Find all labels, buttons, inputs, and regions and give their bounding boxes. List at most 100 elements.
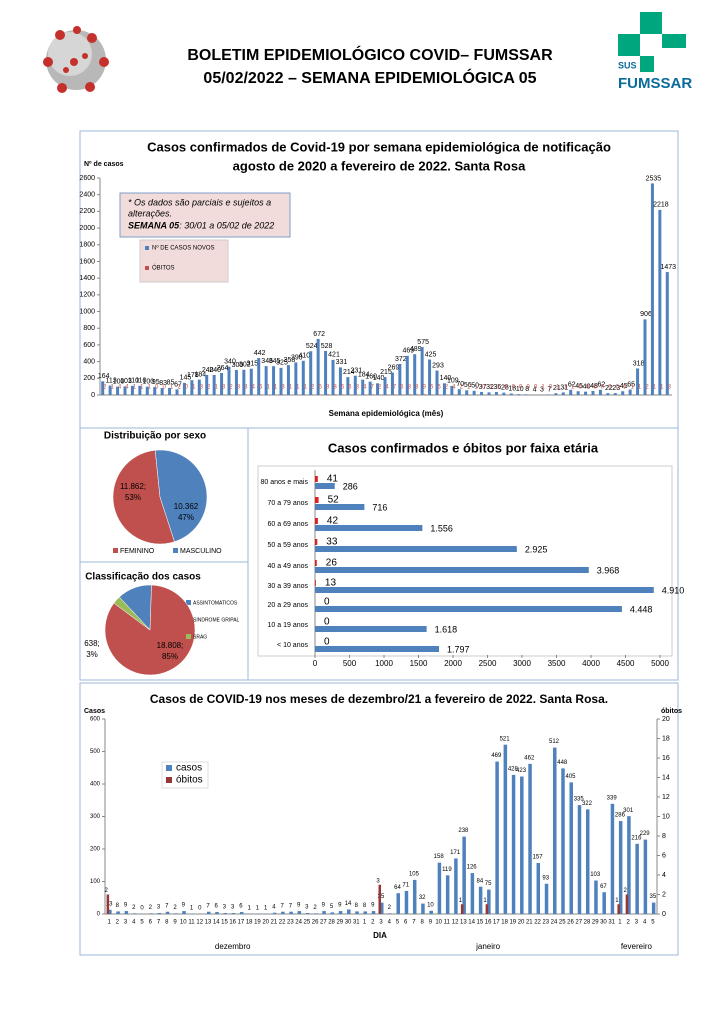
y-tick-label: 200 <box>90 847 101 853</box>
x-tick-label: 24 <box>551 920 558 926</box>
y-tick-label: 1400 <box>79 275 95 282</box>
y2-tick-label: 6 <box>662 852 666 859</box>
bar <box>315 560 317 566</box>
x-tick-label: 6 <box>404 920 408 926</box>
data-label: 2 <box>104 888 108 894</box>
x-tick-label: 15 <box>221 920 228 926</box>
data-label: 6 <box>239 904 243 910</box>
data-label: 1 <box>256 905 260 911</box>
x-tick-label: 28 <box>328 920 335 926</box>
data-label: 8 <box>415 385 419 391</box>
data-label: 71 <box>402 883 409 889</box>
y-axis-label: Casos <box>84 708 105 715</box>
bar <box>626 895 629 915</box>
bar <box>223 913 227 914</box>
data-label: 6 <box>348 385 352 391</box>
y2-axis-label: óbitos <box>661 708 682 715</box>
data-label: 4 <box>272 904 276 910</box>
bar <box>339 367 342 395</box>
bar <box>520 777 524 914</box>
bar <box>480 392 483 395</box>
x-tick-label: 27 <box>575 920 582 926</box>
bar <box>315 606 622 612</box>
bar <box>644 840 648 914</box>
bar <box>504 745 508 914</box>
x-tick-label: 29 <box>592 920 599 926</box>
bar <box>528 764 532 914</box>
logo: SUS FUMSSAR <box>618 12 692 92</box>
data-label: 2 <box>103 385 107 391</box>
y-axis-label: Nº de casos <box>84 161 124 168</box>
x-tick-label: 4 <box>388 920 392 926</box>
x-tick-label: 18 <box>501 920 508 926</box>
data-label: 9 <box>124 903 128 909</box>
bar <box>614 393 617 395</box>
legend-label: FEMININO <box>120 548 155 555</box>
data-label: 8 <box>326 385 330 391</box>
data-label: 7 <box>393 385 397 391</box>
data-label: 3 <box>231 905 235 911</box>
x-tick-label: 9 <box>429 920 433 926</box>
x-tick-label: 28 <box>584 920 591 926</box>
x-tick-label: 7 <box>157 920 161 926</box>
data-label: 0 <box>140 906 144 912</box>
data-label: 1 <box>266 385 270 391</box>
x-tick-label: 11 <box>444 920 451 926</box>
data-label: 1473 <box>660 264 676 271</box>
month-label: dezembro <box>215 942 251 951</box>
data-label: 462 <box>524 755 535 761</box>
y-tick-label: 60 a 69 anos <box>268 521 309 528</box>
bar <box>517 394 520 395</box>
data-label: 2 <box>173 905 177 911</box>
x-tick-label: 25 <box>304 920 311 926</box>
x-tick-label: 1 <box>618 920 622 926</box>
data-label: 672 <box>313 331 325 338</box>
x-tick-label: 2500 <box>479 659 497 668</box>
data-label: 7 <box>165 903 169 909</box>
data-label: 13 <box>325 578 337 589</box>
bar <box>512 775 516 914</box>
y-tick-label: 600 <box>90 717 101 723</box>
bar <box>207 912 211 914</box>
bar <box>379 885 382 914</box>
chart-title: Casos de COVID-19 nos meses de dezembro/… <box>150 692 608 706</box>
bar <box>569 390 572 395</box>
note: : 30/01 a 05/02 de 2022 <box>179 220 274 230</box>
y-tick-label: 10 a 19 anos <box>268 622 309 629</box>
bar <box>315 518 318 524</box>
x-tick-label: 27 <box>320 920 327 926</box>
data-label: 8 <box>116 903 120 909</box>
data-label: 171 <box>450 850 461 856</box>
bar <box>413 880 417 914</box>
bar <box>281 912 285 914</box>
bar <box>465 390 468 395</box>
y-tick-label: 1800 <box>79 242 95 249</box>
data-label: 10 <box>427 902 434 908</box>
data-label: 1 <box>190 905 194 911</box>
bar <box>462 837 466 914</box>
y-tick-label: 1000 <box>79 308 95 315</box>
x-tick-label: 5 <box>396 920 400 926</box>
bar <box>545 884 549 914</box>
bar <box>394 394 396 395</box>
pie-label: 53% <box>125 493 141 502</box>
bar <box>454 858 458 914</box>
bar <box>617 904 620 914</box>
bar <box>510 393 513 395</box>
data-label: 2 <box>132 905 136 911</box>
bar <box>158 913 162 914</box>
x-tick-label: 2 <box>116 920 120 926</box>
bar <box>315 626 427 632</box>
bar <box>342 394 344 395</box>
legend-swatch <box>145 266 149 270</box>
data-label: 5 <box>318 385 322 391</box>
data-label: 3 <box>157 905 161 911</box>
data-label: 2 <box>313 905 317 911</box>
data-label: 2218 <box>653 202 669 209</box>
x-tick-label: 2 <box>371 920 375 926</box>
y2-tick-label: 20 <box>662 716 670 723</box>
data-label: 0 <box>198 906 202 912</box>
data-label: 4 <box>252 385 256 391</box>
bar <box>331 912 335 914</box>
x-tick-label: 22 <box>534 920 541 926</box>
